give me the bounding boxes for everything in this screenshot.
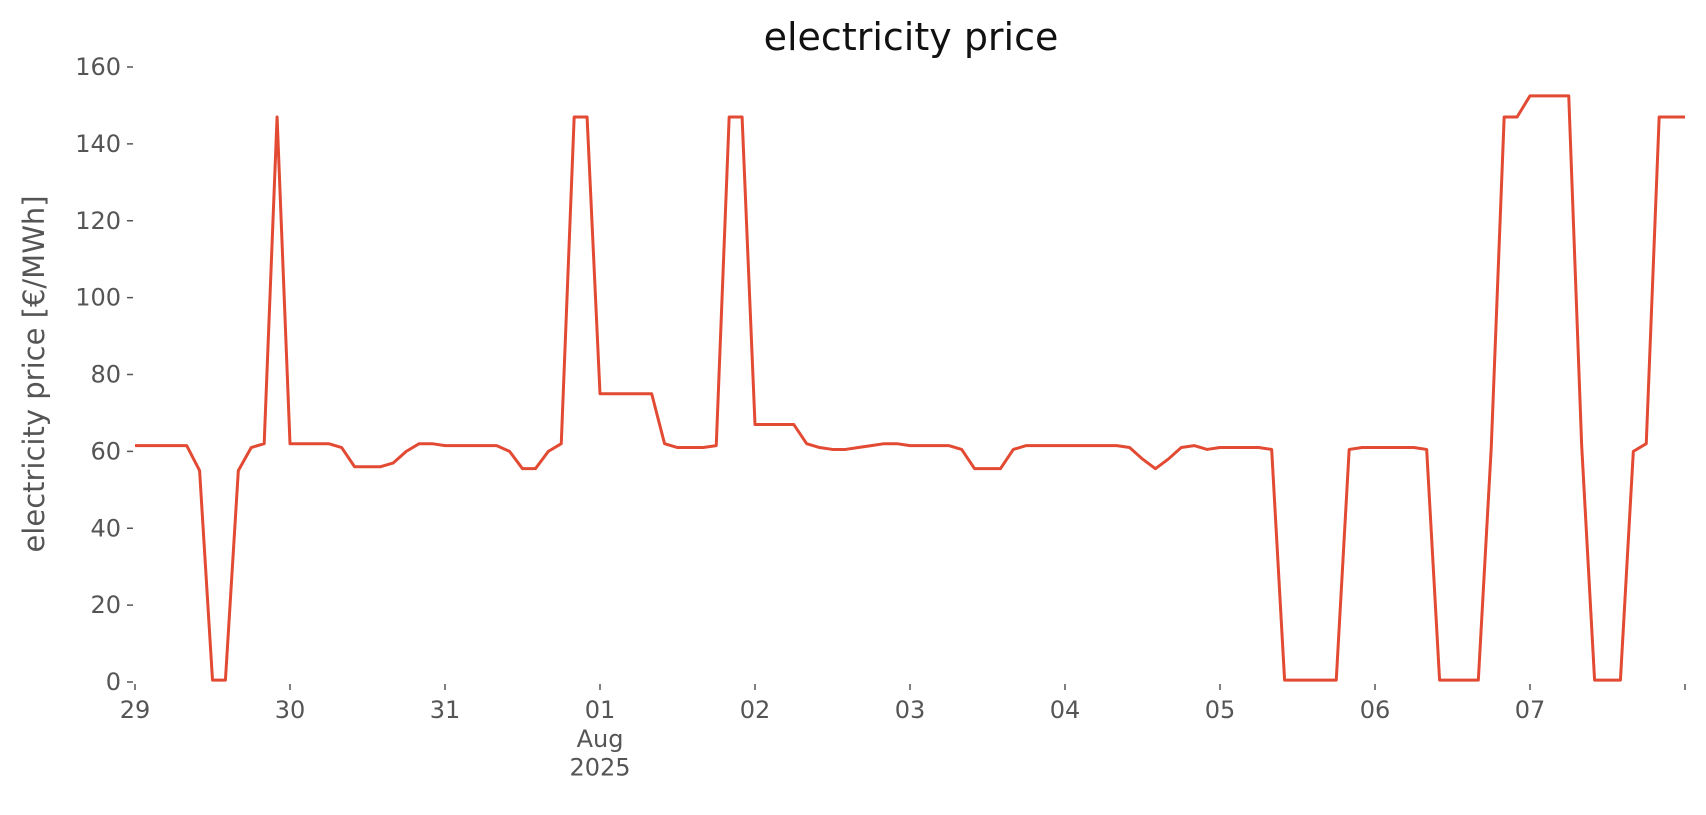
y-tick-label: 160 bbox=[75, 53, 121, 81]
y-tick-label: 140 bbox=[75, 130, 121, 158]
y-tick-label: 0 bbox=[106, 668, 121, 696]
x-tick-label: 30 bbox=[275, 696, 306, 724]
y-tick-label: 80 bbox=[90, 361, 121, 389]
x-tick-label: 31 bbox=[430, 696, 461, 724]
y-tick-label: 60 bbox=[90, 437, 121, 465]
x-tick-label: 03 bbox=[895, 696, 926, 724]
x-tick-label: 06 bbox=[1360, 696, 1391, 724]
y-tick-label: 20 bbox=[90, 591, 121, 619]
y-tick-label: 100 bbox=[75, 284, 121, 312]
x-tick-label: 01 Aug 2025 bbox=[569, 696, 630, 782]
price-line bbox=[135, 94, 1685, 682]
x-tick-label: 05 bbox=[1205, 696, 1236, 724]
x-tick-label: 04 bbox=[1050, 696, 1081, 724]
x-tick-label: 07 bbox=[1515, 696, 1546, 724]
x-tick-label: 02 bbox=[740, 696, 771, 724]
y-axis-label: electricity price [€/MWh] bbox=[17, 195, 51, 552]
y-tick-label: 40 bbox=[90, 514, 121, 542]
x-tick-label: 29 bbox=[120, 696, 151, 724]
y-tick-label: 120 bbox=[75, 207, 121, 235]
chart-title: electricity price bbox=[764, 15, 1059, 59]
